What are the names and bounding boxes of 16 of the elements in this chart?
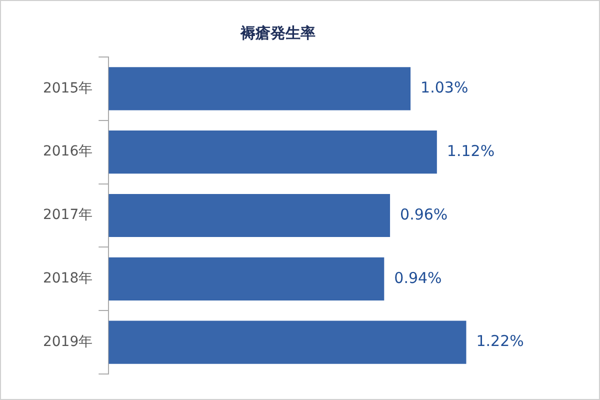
data-label: 0.96% [400, 205, 448, 224]
y-tick-label: 2019年 [42, 334, 93, 350]
y-tick-label: 2016年 [42, 144, 93, 160]
y-tick-label: 2017年 [42, 207, 93, 224]
y-tick-label: 2015年 [42, 80, 93, 96]
data-label: 1.03% [420, 78, 468, 97]
bar [108, 67, 411, 110]
data-label: 1.12% [446, 142, 495, 160]
data-label: 0.94% [394, 268, 442, 287]
data-label: 1.22% [476, 332, 524, 350]
bar [108, 320, 466, 364]
chart-title: 褥瘡発生率 [240, 24, 316, 42]
y-tick-label: 2018年 [42, 270, 93, 287]
bar [108, 194, 390, 238]
bar [108, 257, 384, 300]
bar [108, 130, 437, 174]
